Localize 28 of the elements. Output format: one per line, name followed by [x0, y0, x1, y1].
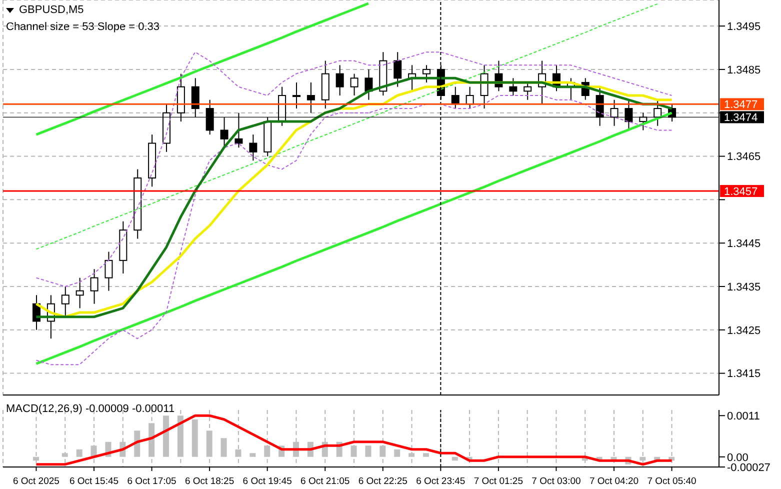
- x-tick-label: 6 Oct 19:45: [242, 476, 292, 487]
- chart-title: MACD(12,26,9) -0.00009 -0.00011: [6, 402, 175, 416]
- y-tick-label: 1.3465: [727, 151, 761, 164]
- y-tick-label: 1.3415: [727, 368, 761, 380]
- y-tick-label: 1.3435: [727, 281, 761, 294]
- x-tick-label: 7 Oct 03:00: [532, 476, 581, 487]
- annotation: Channel size = 53 Slope = 0.33: [6, 20, 160, 34]
- x-tick-label: 7 Oct 04:20: [589, 476, 639, 487]
- y-tick-label: 1.3495: [727, 20, 761, 33]
- x-tick-label: 7 Oct 05:40: [647, 476, 696, 487]
- y-tick-label: 0.00: [727, 452, 748, 464]
- y-tick-label: 1.3485: [727, 64, 761, 76]
- y-tick-label: 1.3425: [727, 324, 761, 337]
- x-tick-label: 6 Oct 17:05: [127, 476, 176, 487]
- ref-line-label: 1.3474: [724, 112, 758, 124]
- x-tick-label: 6 Oct 21:05: [300, 476, 350, 487]
- x-tick-label: 6 Oct 18:25: [184, 476, 234, 487]
- x-tick-label: 6 Oct 22:25: [358, 476, 408, 487]
- ref-line-label: 1.3477: [724, 99, 758, 112]
- chart-title: GBPUSD,M5: [19, 3, 84, 17]
- y-tick-label: 0.0011: [727, 410, 760, 423]
- ref-line-label: 1.3457: [724, 186, 758, 198]
- x-tick-label: 6 Oct 23:45: [416, 476, 466, 487]
- y-tick-label: -0.00027: [727, 462, 770, 474]
- x-tick-label: 7 Oct 01:25: [474, 476, 524, 487]
- x-tick-label: 6 Oct 15:45: [69, 476, 119, 487]
- x-tick-label: 6 Oct 2025: [12, 476, 60, 487]
- y-tick-label: 1.3445: [727, 238, 761, 250]
